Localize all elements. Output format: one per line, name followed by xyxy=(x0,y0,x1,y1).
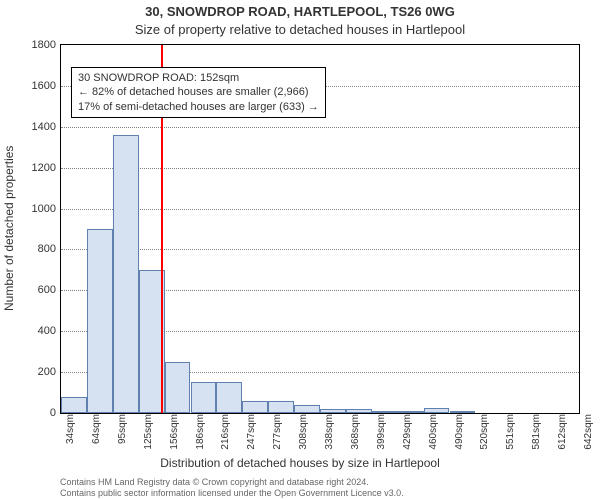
x-tick-label: 247sqm xyxy=(246,414,257,454)
x-tick-label: 429sqm xyxy=(402,414,413,454)
histogram-bar xyxy=(191,382,217,413)
x-tick-label: 612sqm xyxy=(557,414,568,454)
x-tick-label: 125sqm xyxy=(143,414,154,454)
histogram-bar xyxy=(113,135,139,413)
histogram-bar xyxy=(242,401,268,413)
y-tick-label: 800 xyxy=(6,243,56,255)
annotation-line: 30 SNOWDROP ROAD: 152sqm xyxy=(78,71,319,85)
histogram-bar xyxy=(216,382,242,413)
y-tick-label: 1800 xyxy=(6,39,56,51)
x-tick-label: 368sqm xyxy=(350,414,361,454)
histogram-bar xyxy=(372,411,398,413)
x-tick-label: 95sqm xyxy=(117,414,128,454)
y-tick-label: 1000 xyxy=(6,203,56,215)
annotation-box: 30 SNOWDROP ROAD: 152sqm← 82% of detache… xyxy=(71,67,326,118)
y-tick-label: 1200 xyxy=(6,162,56,174)
chart-title-address: 30, SNOWDROP ROAD, HARTLEPOOL, TS26 0WG xyxy=(0,4,600,19)
y-tick-label: 600 xyxy=(6,284,56,296)
histogram-bar xyxy=(294,405,320,413)
x-tick-label: 34sqm xyxy=(65,414,76,454)
x-tick-label: 581sqm xyxy=(531,414,542,454)
x-tick-label: 551sqm xyxy=(505,414,516,454)
x-tick-label: 338sqm xyxy=(324,414,335,454)
gridline xyxy=(61,168,579,169)
footer-line-2: Contains public sector information licen… xyxy=(60,488,404,498)
x-tick-label: 460sqm xyxy=(428,414,439,454)
x-tick-label: 490sqm xyxy=(454,414,465,454)
gridline xyxy=(61,209,579,210)
attribution-footer: Contains HM Land Registry data © Crown c… xyxy=(60,477,404,498)
footer-line-1: Contains HM Land Registry data © Crown c… xyxy=(60,477,404,487)
x-tick-label: 399sqm xyxy=(376,414,387,454)
x-tick-label: 277sqm xyxy=(272,414,283,454)
y-tick-label: 1400 xyxy=(6,121,56,133)
annotation-line: 17% of semi-detached houses are larger (… xyxy=(78,100,319,114)
annotation-line: ← 82% of detached houses are smaller (2,… xyxy=(78,85,319,99)
histogram-bar xyxy=(268,401,294,413)
histogram-bar xyxy=(398,411,424,413)
y-tick-label: 400 xyxy=(6,325,56,337)
x-tick-label: 64sqm xyxy=(91,414,102,454)
histogram-bar xyxy=(450,411,476,413)
x-axis-label: Distribution of detached houses by size … xyxy=(0,456,600,470)
y-tick-label: 200 xyxy=(6,366,56,378)
histogram-bar xyxy=(165,362,191,413)
histogram-bar xyxy=(61,397,87,413)
y-tick-label: 1600 xyxy=(6,80,56,92)
chart-title-subtitle: Size of property relative to detached ho… xyxy=(0,22,600,37)
x-tick-label: 216sqm xyxy=(220,414,231,454)
x-tick-label: 186sqm xyxy=(195,414,206,454)
histogram-bar xyxy=(424,408,450,413)
gridline xyxy=(61,249,579,250)
x-tick-label: 308sqm xyxy=(298,414,309,454)
y-tick-label: 0 xyxy=(6,407,56,419)
x-tick-label: 642sqm xyxy=(583,414,594,454)
plot-area: 30 SNOWDROP ROAD: 152sqm← 82% of detache… xyxy=(60,44,580,414)
histogram-bar xyxy=(87,229,113,413)
histogram-bar xyxy=(346,409,372,413)
x-tick-label: 520sqm xyxy=(479,414,490,454)
histogram-bar xyxy=(320,409,346,413)
x-tick-label: 156sqm xyxy=(169,414,180,454)
gridline xyxy=(61,127,579,128)
